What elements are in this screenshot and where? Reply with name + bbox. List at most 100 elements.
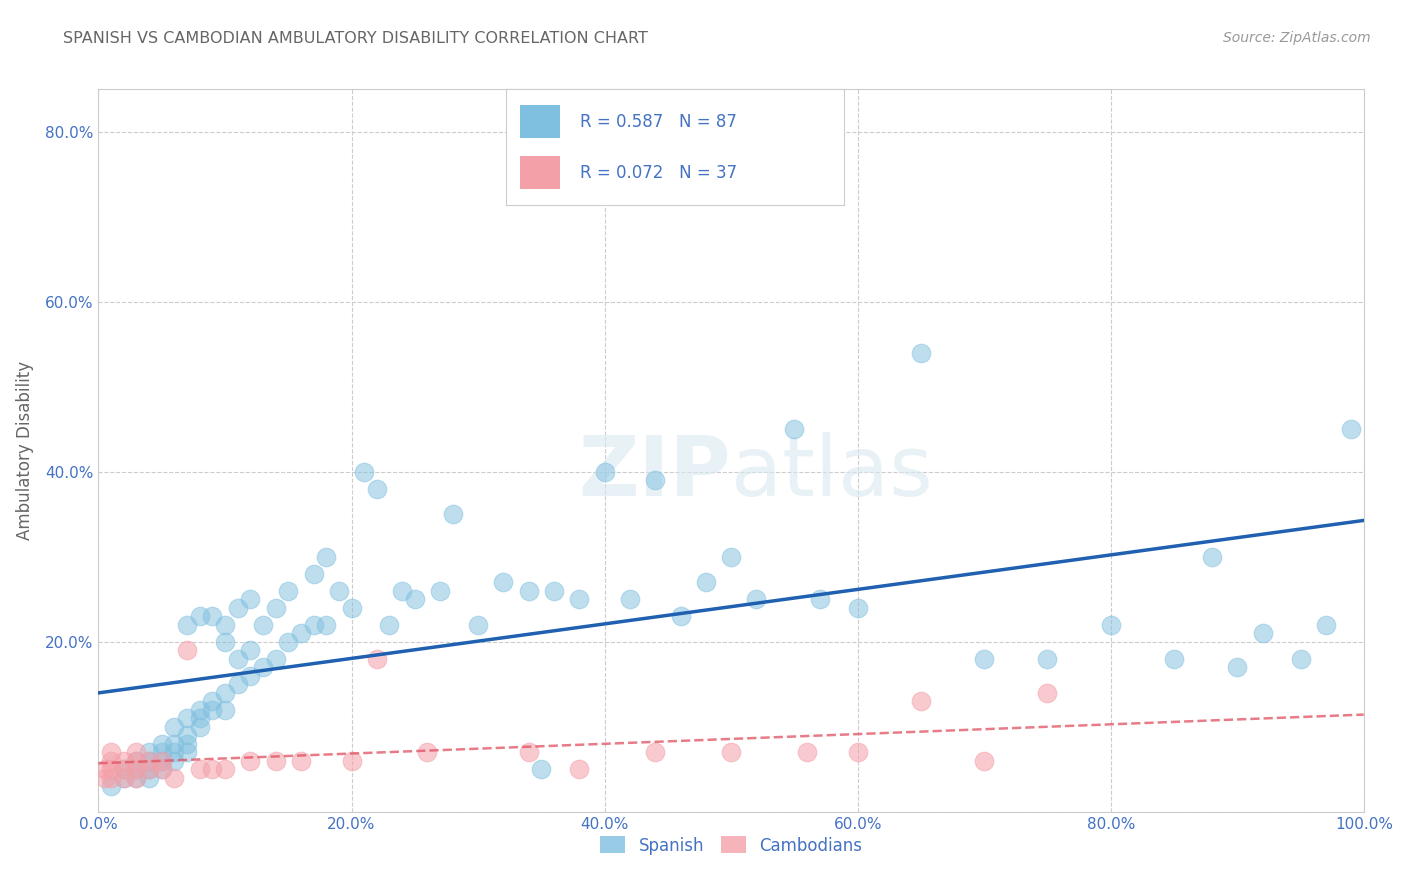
Point [302,617,325,632]
Point [340,600,363,615]
Point [163,737,186,751]
Point [669,609,692,624]
Point [720,549,742,564]
Point [973,651,995,665]
Point [264,600,287,615]
Point [568,762,591,776]
Point [138,762,160,776]
Point [302,566,325,581]
Point [112,762,135,776]
Point [783,422,806,436]
Point [150,737,173,751]
Point [100,779,122,793]
Point [214,617,236,632]
Point [112,762,135,776]
Point [1099,617,1122,632]
Point [315,549,337,564]
Point [517,583,540,598]
Point [277,583,299,598]
Point [226,600,249,615]
Point [391,583,413,598]
Point [290,754,312,768]
Point [163,745,186,759]
Point [93,762,117,776]
Point [1226,660,1249,674]
Point [429,583,451,598]
Y-axis label: Ambulatory Disability: Ambulatory Disability [15,361,34,540]
Legend: Spanish, Cambodians: Spanish, Cambodians [593,830,869,861]
Point [201,762,224,776]
Point [366,651,388,665]
Bar [520,105,560,138]
Point [517,745,540,759]
Point [188,720,211,734]
Point [366,482,388,496]
Point [100,771,122,785]
Point [201,694,224,708]
Point [277,634,299,648]
Point [150,754,173,768]
Point [125,754,148,768]
Point [214,634,236,648]
Point [543,583,565,598]
Point [846,600,869,615]
Point [176,745,198,759]
Point [745,592,768,607]
Point [163,771,186,785]
Point [492,575,515,590]
Point [290,626,312,640]
Point [100,745,122,759]
Point [150,754,173,768]
Point [328,583,350,598]
Point [910,345,932,359]
Point [720,745,742,759]
Point [252,617,274,632]
Text: SPANISH VS CAMBODIAN AMBULATORY DISABILITY CORRELATION CHART: SPANISH VS CAMBODIAN AMBULATORY DISABILI… [63,31,648,46]
Point [644,745,666,759]
Point [239,754,262,768]
Point [214,703,236,717]
Point [201,703,224,717]
Point [150,762,173,776]
Point [188,762,211,776]
Point [201,609,224,624]
Point [188,711,211,725]
Point [188,609,211,624]
Point [1251,626,1274,640]
Point [353,465,375,479]
Point [176,617,198,632]
Point [1036,686,1059,700]
Point [176,728,198,742]
Text: atlas: atlas [731,432,932,513]
Point [176,643,198,657]
Point [163,754,186,768]
Point [138,745,160,759]
Point [695,575,717,590]
Point [1163,651,1185,665]
Point [378,617,401,632]
Point [176,711,198,725]
Point [125,745,148,759]
Point [644,473,666,487]
Point [214,686,236,700]
Point [619,592,641,607]
Point [404,592,426,607]
Point [846,745,869,759]
Point [808,592,831,607]
Point [150,762,173,776]
Point [214,762,236,776]
Point [176,737,198,751]
Point [150,745,173,759]
Point [100,762,122,776]
Text: R = 0.072   N = 37: R = 0.072 N = 37 [581,164,738,182]
Point [593,465,616,479]
Point [264,651,287,665]
Point [1340,422,1362,436]
Point [125,762,148,776]
Point [112,771,135,785]
Point [125,754,148,768]
Point [315,617,337,632]
Point [226,677,249,691]
Point [138,754,160,768]
Point [416,745,439,759]
